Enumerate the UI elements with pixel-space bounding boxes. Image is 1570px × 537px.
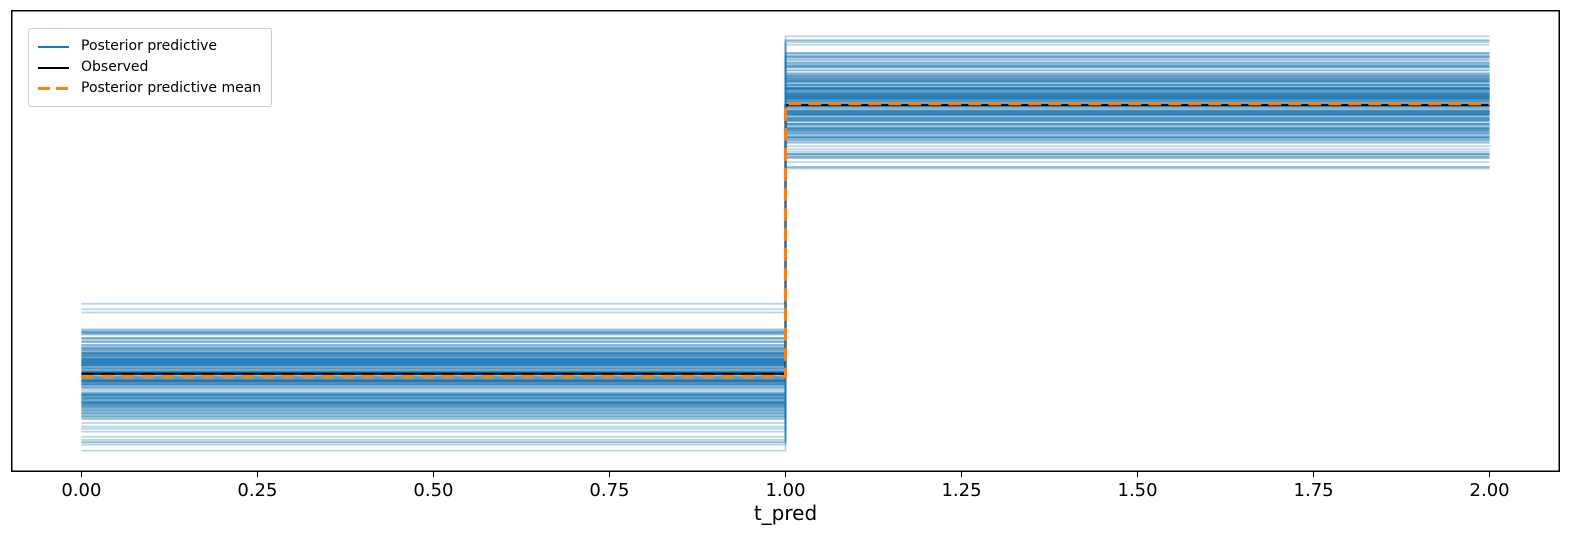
legend-item-posterior-predictive: Posterior predictive [38, 36, 261, 57]
legend-line-swatch [38, 66, 69, 69]
x-tick-label: 1.25 [941, 480, 982, 501]
axes-spines [11, 10, 1560, 472]
x-tick [1488, 472, 1491, 477]
x-tick-label: 0.25 [237, 480, 278, 501]
x-tick [608, 472, 611, 477]
legend-item-label: Posterior predictive mean [81, 80, 262, 96]
x-tick-label: 0.50 [413, 480, 454, 501]
legend-item-label: Observed [81, 59, 149, 75]
x-tick [1312, 472, 1315, 477]
x-tick [80, 472, 83, 477]
x-tick-label: 1.00 [765, 480, 806, 501]
plot-area: Posterior predictive Observed Posterior … [11, 10, 1560, 472]
x-tick-label: 2.00 [1469, 480, 1510, 501]
x-tick-label: 0.75 [589, 480, 630, 501]
legend-line-swatch [38, 45, 69, 48]
x-tick [1136, 472, 1139, 477]
legend-item-label: Posterior predictive [81, 38, 218, 54]
posterior-predictive-mean-line [81, 102, 1490, 379]
x-axis-label: t_pred [753, 501, 818, 525]
legend-item-posterior-predictive-mean: Posterior predictive mean [38, 78, 261, 99]
legend-item-observed: Observed [38, 57, 261, 78]
chart-canvas [11, 10, 1560, 472]
x-tick-label: 1.75 [1293, 480, 1334, 501]
x-tick-label: 0.00 [61, 480, 102, 501]
legend: Posterior predictive Observed Posterior … [28, 28, 273, 107]
x-tick [256, 472, 259, 477]
x-tick [784, 472, 787, 477]
x-tick [432, 472, 435, 477]
x-tick-label: 1.50 [1117, 480, 1158, 501]
legend-line-swatch [38, 86, 69, 91]
x-tick [960, 472, 963, 477]
